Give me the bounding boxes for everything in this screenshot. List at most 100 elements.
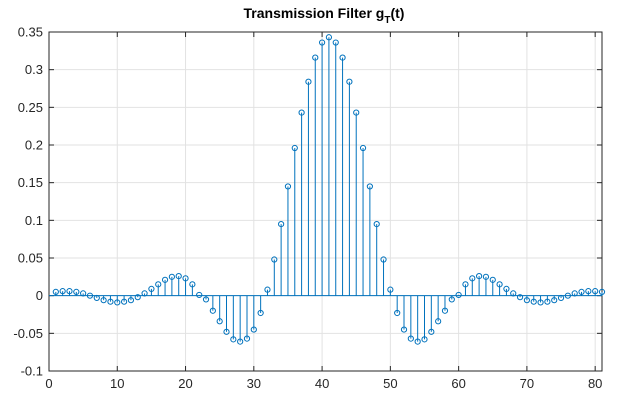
x-tick-label: 30 <box>247 376 261 391</box>
y-tick-label: 0.1 <box>25 213 43 228</box>
stem-marker <box>530 298 537 305</box>
stem-marker <box>168 273 175 280</box>
stem-marker <box>469 275 476 282</box>
stem-marker <box>503 285 510 292</box>
stem-marker <box>305 78 312 85</box>
stem-marker <box>496 281 503 288</box>
x-tick-label: 40 <box>315 376 329 391</box>
stem-marker <box>148 285 155 292</box>
y-tick-label: 0 <box>36 288 43 303</box>
stem-marker <box>202 296 210 303</box>
stem-marker <box>80 290 87 297</box>
stem-marker <box>387 286 394 293</box>
stem-marker <box>298 109 305 116</box>
stem-marker <box>243 335 251 342</box>
stem-marker <box>551 297 558 304</box>
x-tick-label: 20 <box>178 376 192 391</box>
y-tick-label: 0.05 <box>18 251 43 266</box>
stem-marker <box>73 288 80 295</box>
stem-marker <box>278 221 285 228</box>
stem-marker <box>489 276 496 283</box>
y-tick-label: 0.3 <box>25 62 43 77</box>
stem-marker <box>237 338 244 345</box>
stem-marker <box>435 318 442 325</box>
y-tick-label: -0.1 <box>21 364 43 379</box>
stem-marker <box>407 335 414 342</box>
x-tick-label: 60 <box>451 376 465 391</box>
stem-marker <box>107 298 114 305</box>
x-tick-label: 50 <box>383 376 397 391</box>
stem-marker <box>161 276 169 283</box>
stem-marker <box>598 288 606 295</box>
stem-marker <box>141 290 148 297</box>
stem-marker <box>93 294 100 302</box>
stem-marker <box>284 183 292 190</box>
stem-marker <box>394 309 401 317</box>
y-tick-label: -0.05 <box>13 326 43 341</box>
stem-marker <box>585 288 592 295</box>
stem-marker <box>291 144 298 152</box>
stem-marker <box>571 290 578 297</box>
stem-marker <box>120 298 128 305</box>
stem-marker <box>592 288 599 295</box>
stem-marker <box>441 307 449 314</box>
stem-marker <box>86 292 94 299</box>
stem-marker <box>230 336 237 343</box>
x-tick-label: 10 <box>110 376 124 391</box>
y-tick-label: 0.25 <box>18 100 43 115</box>
stem-marker <box>448 296 455 303</box>
x-tick-label: 80 <box>588 376 602 391</box>
markers-layer <box>52 34 606 345</box>
stem-marker <box>400 326 408 333</box>
stem-marker <box>373 221 380 228</box>
stem-marker <box>223 328 230 335</box>
stem-marker <box>250 326 257 333</box>
stem-marker <box>476 272 483 280</box>
stem-marker <box>175 272 182 280</box>
y-tick-label: 0.35 <box>18 25 43 40</box>
tick-labels: 0 10 20 30 40 50 60 70 80 0.35 0.3 0.25 0.2 0.15 0.1 0.… <box>13 25 602 392</box>
stem-marker <box>325 34 333 41</box>
stem-marker <box>189 281 196 288</box>
plot-area <box>49 32 602 371</box>
stem-marker <box>134 294 141 301</box>
stem-marker <box>196 291 203 299</box>
stem-marker <box>414 338 421 345</box>
stem-marker <box>339 54 346 61</box>
stem-marker <box>209 307 216 314</box>
x-tick-label: 70 <box>520 376 534 391</box>
y-tick-label: 0.2 <box>25 138 43 153</box>
chart-title: Transmission Filter gT(t) <box>244 5 405 26</box>
stem-marker <box>564 292 571 299</box>
stem-marker <box>380 256 387 263</box>
stem-marker <box>353 109 360 116</box>
stem-marker <box>318 39 326 46</box>
stem-marker <box>332 39 339 46</box>
stem-marker <box>66 288 73 295</box>
grid-layer <box>48 31 602 372</box>
stem-marker <box>544 298 551 305</box>
stem-marker <box>59 288 66 295</box>
stem-marker <box>100 297 107 304</box>
stem-marker <box>114 299 121 306</box>
stems-layer <box>49 37 603 342</box>
stem-marker <box>462 281 469 288</box>
x-tick-label: 0 <box>45 376 52 391</box>
stem-marker <box>537 299 544 306</box>
stem-marker <box>578 288 585 295</box>
stem-marker <box>127 297 135 304</box>
stem-marker <box>482 273 490 280</box>
stem-marker <box>182 275 189 282</box>
stem-marker <box>455 291 462 299</box>
stem-marker <box>428 328 435 335</box>
stem-marker <box>510 290 517 297</box>
stem-marker <box>421 336 428 343</box>
stem-marker <box>366 183 373 190</box>
stem-marker <box>216 318 223 325</box>
stem-marker <box>312 54 319 61</box>
stem-marker <box>155 281 162 288</box>
stem-marker <box>359 144 367 152</box>
axes-box <box>48 31 603 372</box>
